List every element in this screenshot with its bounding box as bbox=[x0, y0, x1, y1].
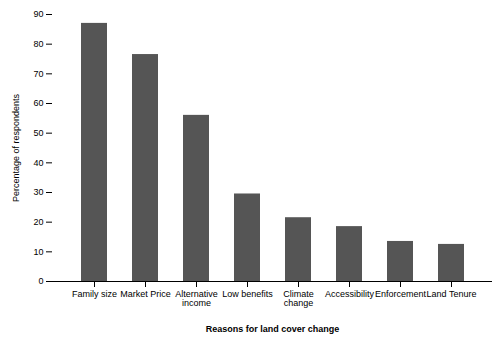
svg-text:Family size: Family size bbox=[72, 289, 117, 299]
svg-text:Climatechange: Climatechange bbox=[283, 289, 314, 308]
svg-text:Accessibility: Accessibility bbox=[325, 289, 375, 299]
svg-text:30: 30 bbox=[33, 187, 43, 197]
svg-text:80: 80 bbox=[33, 39, 43, 49]
svg-text:Land Tenure: Land Tenure bbox=[427, 289, 477, 299]
svg-text:Market Price: Market Price bbox=[120, 289, 171, 299]
svg-text:Low benefits: Low benefits bbox=[222, 289, 273, 299]
svg-text:Percentage of respondents: Percentage of respondents bbox=[11, 93, 21, 202]
svg-text:0: 0 bbox=[38, 276, 43, 286]
svg-text:70: 70 bbox=[33, 69, 43, 79]
svg-text:50: 50 bbox=[33, 128, 43, 138]
svg-text:Enforcement: Enforcement bbox=[375, 289, 427, 299]
svg-text:40: 40 bbox=[33, 158, 43, 168]
svg-text:20: 20 bbox=[33, 217, 43, 227]
svg-text:Reasons for land cover change: Reasons for land cover change bbox=[206, 324, 340, 334]
svg-text:60: 60 bbox=[33, 98, 43, 108]
svg-text:Alternativeincome: Alternativeincome bbox=[175, 289, 218, 308]
svg-text:90: 90 bbox=[33, 9, 43, 19]
svg-text:10: 10 bbox=[33, 247, 43, 257]
